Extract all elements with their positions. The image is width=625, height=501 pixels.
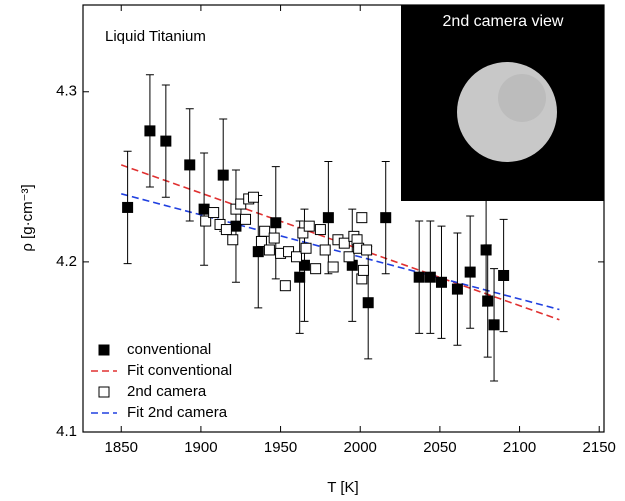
data-point: [200, 215, 212, 227]
data-point: [208, 207, 220, 219]
data-point: [122, 201, 134, 213]
data-point: [184, 159, 196, 171]
data-point: [290, 251, 302, 263]
data-point: [480, 244, 492, 256]
data-point: [482, 295, 494, 307]
data-point: [297, 227, 309, 239]
data-point: [424, 271, 436, 283]
data-point: [356, 212, 368, 224]
x-tick-label: 2150: [583, 439, 616, 456]
x-tick-label: 2000: [344, 439, 377, 456]
data-point: [259, 225, 271, 237]
data-point: [230, 220, 242, 232]
chart-title: Liquid Titanium: [105, 28, 206, 45]
data-point: [303, 220, 315, 232]
data-point: [298, 259, 310, 271]
data-point: [198, 203, 210, 215]
data-point: [435, 276, 447, 288]
data-point: [294, 271, 306, 283]
x-tick-label: 2100: [503, 439, 536, 456]
plot-frame: [82, 4, 605, 433]
data-point: [338, 237, 350, 249]
x-tick-label: 2050: [423, 439, 456, 456]
x-tick-label: 1900: [184, 439, 217, 456]
legend-label: Fit 2nd camera: [127, 404, 228, 421]
data-point: [217, 169, 229, 181]
data-point: [279, 280, 291, 292]
y-axis-label: ρ [g·cm⁻³]: [19, 184, 36, 251]
data-point: [361, 244, 373, 256]
data-point: [498, 269, 510, 281]
data-point: [263, 244, 275, 256]
data-point: [488, 319, 500, 331]
data-point: [220, 224, 232, 236]
data-point: [310, 263, 322, 275]
data-point: [144, 125, 156, 137]
data-point: [357, 264, 369, 276]
y-tick-label: 4.2: [56, 253, 77, 270]
data-point: [343, 251, 355, 263]
legend-label: conventional: [127, 341, 211, 358]
y-tick-label: 4.1: [56, 423, 77, 440]
data-point: [314, 224, 326, 236]
data-point: [300, 242, 312, 254]
data-point: [240, 213, 252, 225]
legend-label: Fit conventional: [127, 362, 232, 379]
data-point: [362, 297, 374, 309]
data-point: [252, 246, 264, 258]
data-point: [247, 191, 259, 203]
sample-texture: [498, 74, 546, 122]
data-point: [413, 271, 425, 283]
data-point: [322, 212, 334, 224]
x-axis-label: T [K]: [327, 479, 358, 496]
inset-label: 2nd camera view: [443, 13, 564, 30]
data-point: [451, 283, 463, 295]
legend-marker: [98, 344, 110, 356]
data-point: [268, 232, 280, 244]
data-point: [464, 266, 476, 278]
y-tick-label: 4.3: [56, 83, 77, 100]
x-tick-label: 1950: [264, 439, 297, 456]
data-point: [327, 261, 339, 273]
data-point: [270, 217, 282, 229]
legend-marker: [98, 386, 110, 398]
data-point: [319, 244, 331, 256]
legend-label: 2nd camera: [127, 383, 207, 400]
data-point: [160, 135, 172, 147]
x-tick-label: 1850: [105, 439, 138, 456]
data-point: [380, 212, 392, 224]
data-point: [227, 234, 239, 246]
